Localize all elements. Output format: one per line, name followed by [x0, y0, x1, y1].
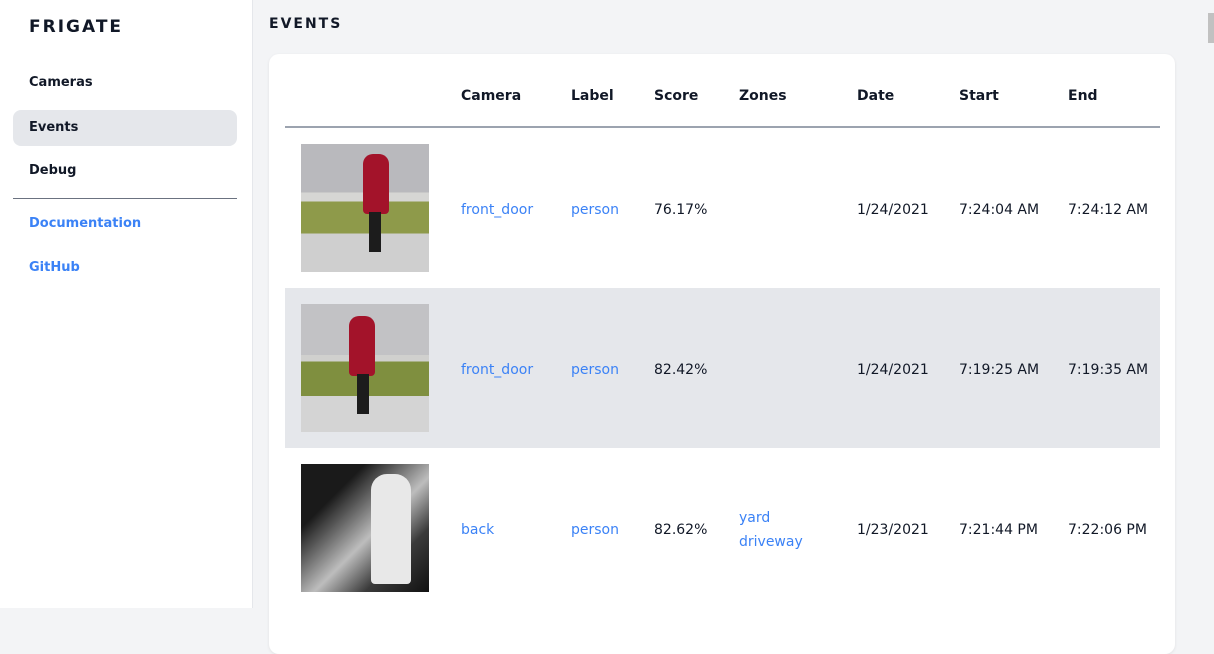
header-end: End — [1068, 88, 1098, 104]
start-time: 7:24:04 AM — [959, 202, 1040, 218]
sidebar: FRIGATE Cameras Events Debug Documentati… — [0, 0, 253, 608]
zone-link[interactable]: driveway — [739, 534, 803, 550]
start-time: 7:19:25 AM — [959, 362, 1040, 378]
header-date: Date — [857, 88, 895, 104]
header-start: Start — [959, 88, 999, 104]
score: 82.42% — [654, 362, 708, 378]
label-link[interactable]: person — [571, 202, 619, 218]
header-divider — [285, 126, 1160, 128]
events-table: Camera Label Score Zones Date Start End … — [269, 54, 1175, 654]
sidebar-divider — [13, 198, 237, 199]
header-camera: Camera — [461, 88, 522, 104]
camera-link[interactable]: front_door — [461, 362, 534, 378]
zones: yard driveway — [739, 506, 803, 554]
score: 82.62% — [654, 522, 708, 538]
sidebar-item-cameras[interactable]: Cameras — [29, 75, 93, 90]
zone-link[interactable]: yard — [739, 510, 771, 526]
app-logo[interactable]: FRIGATE — [29, 17, 124, 37]
camera-link[interactable]: back — [461, 522, 495, 538]
event-thumbnail[interactable] — [301, 304, 429, 432]
label-link[interactable]: person — [571, 362, 619, 378]
score: 76.17% — [654, 202, 708, 218]
header-score: Score — [654, 88, 699, 104]
sidebar-item-debug[interactable]: Debug — [29, 163, 77, 178]
date: 1/24/2021 — [857, 202, 929, 218]
table-row[interactable]: front_door person 76.17% 1/24/2021 7:24:… — [285, 128, 1160, 288]
end-time: 7:22:06 PM — [1068, 522, 1147, 538]
scrollbar-thumb[interactable] — [1208, 13, 1214, 43]
start-time: 7:21:44 PM — [959, 522, 1038, 538]
date: 1/23/2021 — [857, 522, 929, 538]
sidebar-item-events[interactable]: Events — [13, 110, 237, 146]
table-row[interactable]: back person 82.62% yard driveway 1/23/202… — [285, 448, 1160, 608]
page-title: EVENTS — [269, 16, 343, 32]
camera-link[interactable]: front_door — [461, 202, 534, 218]
date: 1/24/2021 — [857, 362, 929, 378]
end-time: 7:24:12 AM — [1068, 202, 1149, 218]
event-thumbnail[interactable] — [301, 464, 429, 592]
header-label: Label — [571, 88, 614, 104]
documentation-link[interactable]: Documentation — [29, 216, 142, 231]
label-link[interactable]: person — [571, 522, 619, 538]
table-row[interactable]: front_door person 82.42% 1/24/2021 7:19:… — [285, 288, 1160, 448]
github-link[interactable]: GitHub — [29, 260, 80, 275]
end-time: 7:19:35 AM — [1068, 362, 1149, 378]
header-zones: Zones — [739, 88, 787, 104]
event-thumbnail[interactable] — [301, 144, 429, 272]
scrollbar[interactable] — [1204, 0, 1214, 608]
